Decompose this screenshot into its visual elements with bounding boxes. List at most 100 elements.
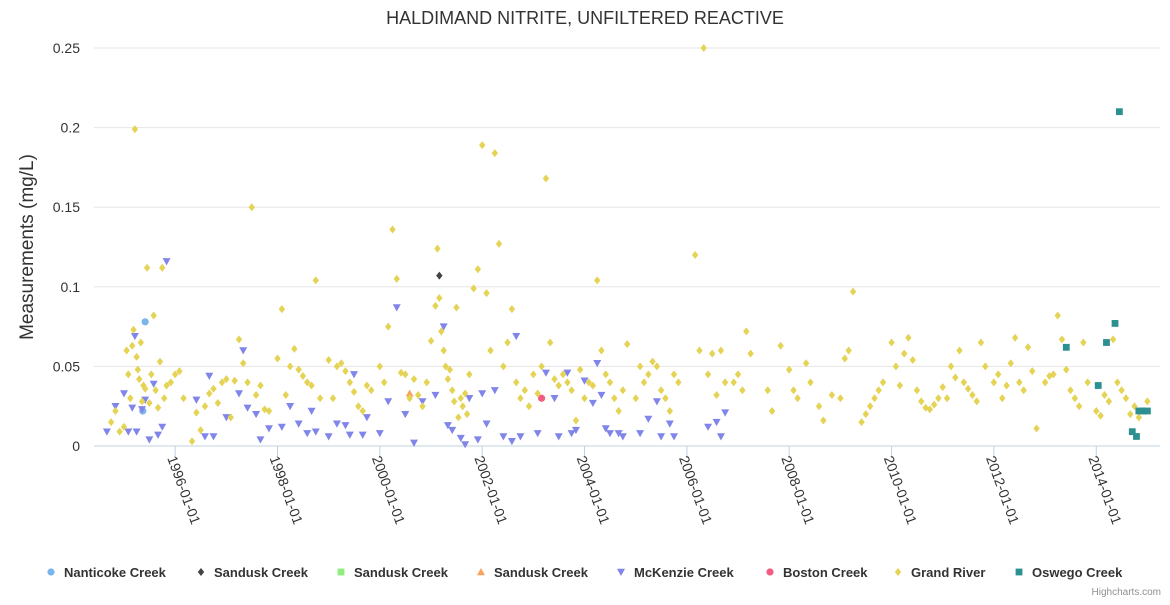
data-point xyxy=(947,362,955,371)
data-point xyxy=(1062,343,1070,351)
data-point xyxy=(162,258,171,266)
data-point xyxy=(137,338,144,347)
legend-item[interactable]: McKenzie Creek xyxy=(617,565,734,580)
data-point xyxy=(1024,343,1032,352)
data-point xyxy=(332,420,341,428)
data-point xyxy=(930,400,938,409)
chart-title: HALDIMAND NITRITE, UNFILTERED REACTIVE xyxy=(386,8,784,28)
data-point xyxy=(150,311,157,320)
data-point xyxy=(849,287,857,296)
data-point xyxy=(461,389,469,398)
data-point xyxy=(580,377,589,385)
data-point xyxy=(479,141,486,150)
data-point xyxy=(436,293,443,302)
data-point xyxy=(504,338,511,347)
data-point xyxy=(359,406,366,415)
data-point xyxy=(487,346,494,355)
data-point xyxy=(713,391,720,400)
data-point xyxy=(418,398,427,406)
data-point xyxy=(704,423,713,431)
data-point xyxy=(158,423,167,431)
data-point xyxy=(444,375,452,384)
data-point xyxy=(649,357,656,366)
data-point xyxy=(1118,386,1125,395)
data-point xyxy=(1135,413,1143,422)
data-point xyxy=(252,391,260,400)
data-point xyxy=(1071,394,1079,403)
data-point xyxy=(572,416,580,425)
legend-label: Sandusk Creek xyxy=(354,565,449,580)
data-point xyxy=(146,399,153,408)
data-point xyxy=(611,394,618,403)
data-point xyxy=(652,398,661,406)
x-tick-label: 1998-01-01 xyxy=(267,454,307,527)
legend-marker xyxy=(477,568,485,576)
data-point xyxy=(597,391,606,400)
data-point xyxy=(632,394,639,403)
data-point xyxy=(376,362,383,371)
data-point xyxy=(243,404,252,412)
y-axis-label: Measurements (mg/L) xyxy=(17,154,38,340)
data-point xyxy=(939,383,946,392)
data-point xyxy=(299,371,307,380)
legend-item[interactable]: Oswego Creek xyxy=(1015,565,1123,580)
data-point xyxy=(463,410,471,419)
data-point xyxy=(777,341,784,350)
data-point xyxy=(405,389,414,397)
legend-item[interactable]: Sandusk Creek xyxy=(337,565,449,580)
data-point xyxy=(311,428,320,436)
legend-item[interactable]: Grand River xyxy=(894,565,986,580)
legend-item[interactable]: Boston Creek xyxy=(766,565,868,580)
data-point xyxy=(551,375,558,384)
data-point xyxy=(1011,333,1019,342)
data-point xyxy=(588,399,597,408)
data-point xyxy=(571,426,580,435)
data-point xyxy=(837,394,844,403)
legend-item[interactable]: Sandusk Creek xyxy=(477,565,589,580)
data-point xyxy=(691,250,699,259)
data-point xyxy=(657,433,666,441)
data-point xyxy=(994,370,1002,379)
data-point xyxy=(999,394,1006,403)
data-point xyxy=(291,344,298,353)
data-point xyxy=(739,386,746,395)
data-point xyxy=(107,418,115,427)
data-point xyxy=(645,370,652,379)
data-point xyxy=(197,426,204,435)
data-point xyxy=(154,431,163,439)
data-point xyxy=(1101,391,1108,400)
data-point xyxy=(730,378,737,387)
data-point xyxy=(160,394,168,403)
data-point xyxy=(235,390,244,398)
data-point xyxy=(841,354,848,363)
data-point xyxy=(205,372,214,380)
legend-item[interactable]: Sandusk Creek xyxy=(197,565,309,580)
data-point xyxy=(517,394,524,403)
data-point xyxy=(913,386,921,395)
data-point xyxy=(716,433,725,441)
data-point xyxy=(593,360,602,368)
data-point xyxy=(286,362,294,371)
data-point xyxy=(1111,320,1119,327)
data-point xyxy=(149,380,158,388)
legend-marker xyxy=(197,568,205,576)
data-point xyxy=(134,365,142,374)
data-point xyxy=(1054,311,1061,320)
data-point xyxy=(1135,407,1143,415)
data-point xyxy=(1097,411,1104,420)
data-point xyxy=(427,336,435,345)
data-point xyxy=(960,378,968,387)
data-point xyxy=(465,395,474,403)
data-point xyxy=(807,378,814,387)
x-tick-label: 2006-01-01 xyxy=(676,454,716,527)
data-point xyxy=(439,323,448,331)
data-point xyxy=(1058,335,1066,344)
data-point xyxy=(130,332,139,341)
legend-item[interactable]: Nanticoke Creek xyxy=(47,565,167,580)
data-point xyxy=(935,394,942,403)
data-point xyxy=(240,359,247,368)
data-point xyxy=(977,338,985,347)
credits-link[interactable]: Highcharts.com xyxy=(1092,587,1161,598)
data-point xyxy=(1003,381,1010,390)
